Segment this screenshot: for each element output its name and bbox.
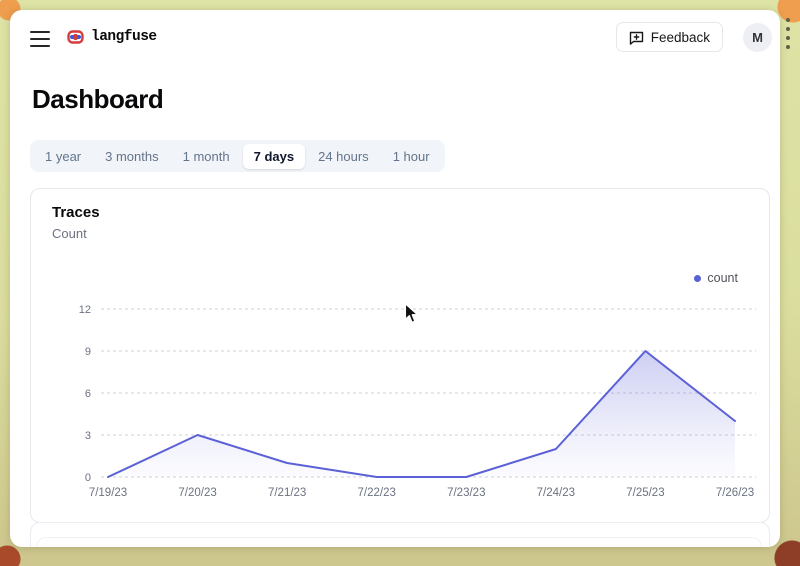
grip-dot bbox=[786, 18, 790, 22]
menu-icon[interactable] bbox=[30, 30, 52, 48]
svg-text:7/21/23: 7/21/23 bbox=[268, 487, 306, 499]
svg-text:7/23/23: 7/23/23 bbox=[447, 487, 485, 499]
svg-text:7/22/23: 7/22/23 bbox=[358, 487, 396, 499]
knot-logo-icon bbox=[67, 29, 84, 45]
tab-1-year[interactable]: 1 year bbox=[34, 144, 92, 169]
avatar[interactable]: M bbox=[743, 23, 772, 52]
svg-text:6: 6 bbox=[85, 388, 91, 400]
svg-text:12: 12 bbox=[79, 304, 91, 316]
brand[interactable]: langfuse bbox=[67, 29, 157, 45]
next-card-stub-2 bbox=[36, 537, 762, 547]
tab-7-days[interactable]: 7 days bbox=[242, 143, 306, 169]
card-subtitle: Count bbox=[52, 226, 87, 241]
legend-label: count bbox=[707, 271, 738, 285]
svg-text:9: 9 bbox=[85, 346, 91, 358]
svg-text:7/25/23: 7/25/23 bbox=[626, 487, 664, 499]
tab-1-hour[interactable]: 1 hour bbox=[382, 144, 441, 169]
traces-card: Traces Count count 0 3 6 9 12 7/19/23 7/20/23 7… bbox=[30, 188, 770, 523]
svg-text:0: 0 bbox=[85, 472, 91, 484]
legend-dot bbox=[694, 274, 702, 282]
chart-legend[interactable]: count bbox=[694, 271, 738, 285]
traces-chart[interactable]: 0 3 6 9 12 7/19/23 7/20/23 7/21/23 7/22/23 7/23/2… bbox=[79, 304, 756, 509]
drag-handle-dots[interactable] bbox=[786, 18, 792, 49]
tab-24-hours[interactable]: 24 hours bbox=[307, 144, 380, 169]
app-window: langfuse Feedback M Dashboard 1 year 3 m… bbox=[10, 10, 780, 547]
time-range-tabs: 1 year 3 months 1 month 7 days 24 hours … bbox=[30, 140, 445, 172]
feedback-button[interactable]: Feedback bbox=[615, 22, 723, 52]
tab-3-months[interactable]: 3 months bbox=[94, 144, 169, 169]
feedback-label: Feedback bbox=[650, 29, 710, 45]
svg-text:3: 3 bbox=[85, 430, 91, 442]
feedback-message-plus-icon bbox=[629, 30, 644, 45]
grip-dot bbox=[786, 45, 790, 49]
svg-text:7/26/23: 7/26/23 bbox=[716, 487, 754, 499]
card-title: Traces bbox=[52, 204, 100, 221]
top-bar: langfuse Feedback M bbox=[10, 10, 780, 68]
tab-1-month[interactable]: 1 month bbox=[172, 144, 241, 169]
brand-name: langfuse bbox=[91, 29, 157, 45]
svg-text:7/19/23: 7/19/23 bbox=[89, 487, 127, 499]
page-title: Dashboard bbox=[32, 84, 164, 114]
svg-text:7/20/23: 7/20/23 bbox=[178, 487, 216, 499]
svg-text:7/24/23: 7/24/23 bbox=[537, 487, 575, 499]
grip-dot bbox=[786, 36, 790, 40]
grip-dot bbox=[786, 27, 790, 31]
